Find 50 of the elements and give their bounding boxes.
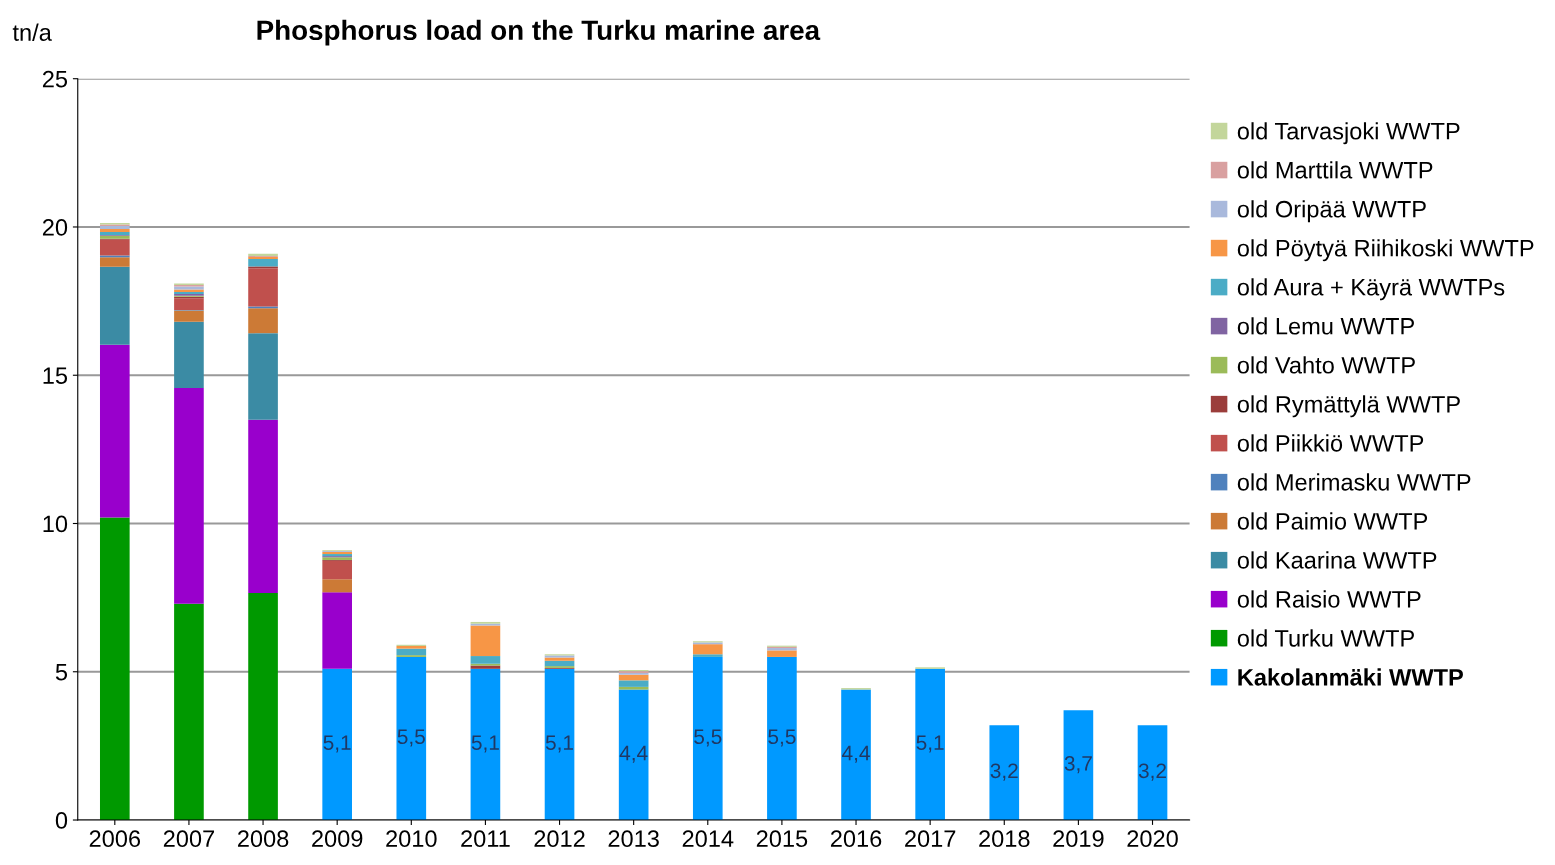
- legend-label: old Raisio WWTP: [1237, 590, 1421, 608]
- chart-title: Phosphorus load on the Turku marine area: [257, 19, 821, 46]
- y-tick-label: 10: [43, 515, 68, 533]
- legend-label: old Turku WWTP: [1237, 629, 1414, 647]
- data-label: 5,1: [471, 735, 499, 753]
- data-label: 5,5: [397, 729, 425, 747]
- x-tick-label: 2014: [682, 830, 734, 848]
- legend-label: old Paimio WWTP: [1237, 512, 1428, 530]
- y-axis-title: tn/a: [12, 23, 52, 41]
- x-tick-label: 2011: [461, 830, 510, 848]
- legend-label: old Merimasku WWTP: [1237, 473, 1471, 491]
- data-label: 3,2: [990, 763, 1018, 781]
- x-tick-label: 2009: [312, 830, 363, 848]
- x-tick-label: 2013: [608, 830, 659, 848]
- legend-label: old Lemu WWTP: [1237, 317, 1414, 335]
- legend-label: old Pöytyä Riihikoski WWTP: [1237, 239, 1534, 262]
- data-label: 3,2: [1138, 763, 1166, 781]
- y-tick-label: 25: [42, 70, 68, 88]
- x-tick-label: 2006: [89, 830, 141, 848]
- data-label: 4,4: [842, 745, 870, 763]
- y-tick-label: 15: [43, 367, 68, 385]
- data-label: 5,1: [323, 735, 351, 753]
- y-tick-label: 20: [42, 219, 68, 236]
- x-tick-label: 2016: [830, 830, 882, 848]
- legend-label: old Marttila WWTP: [1237, 161, 1433, 179]
- legend-label: old Tarvasjoki WWTP: [1237, 122, 1460, 145]
- x-tick-label: 2020: [1127, 830, 1178, 848]
- x-tick-label: 2015: [756, 830, 808, 848]
- x-tick-label: 2012: [534, 830, 585, 848]
- data-label: 5,5: [694, 729, 722, 747]
- data-label: 3,7: [1064, 756, 1092, 774]
- legend-label: old Piikkiö WWTP: [1237, 434, 1424, 452]
- x-tick-label: 2017: [905, 830, 956, 848]
- data-label: 5,5: [768, 729, 796, 747]
- legend-label: old Vahto WWTP: [1237, 356, 1415, 374]
- x-tick-label: 2010: [386, 830, 437, 848]
- legend-label: old Aura + Käyrä WWTPs: [1237, 278, 1505, 301]
- legend-label: old Kaarina WWTP: [1237, 551, 1437, 569]
- x-tick-label: 2007: [163, 830, 215, 848]
- data-label: 5,1: [545, 735, 574, 753]
- x-tick-label: 2019: [1053, 830, 1104, 848]
- data-label: 4,4: [619, 745, 648, 763]
- legend-label: Kakolanmäki WWTP: [1238, 668, 1463, 686]
- legend-label: old Oripää WWTP: [1237, 200, 1426, 223]
- x-tick-label: 2018: [979, 830, 1030, 848]
- y-tick-label: 5: [55, 664, 68, 681]
- data-label: 5,1: [916, 735, 944, 753]
- x-tick-label: 2008: [237, 830, 289, 848]
- legend-label: old Rymättylä WWTP: [1237, 395, 1460, 418]
- y-tick-label: 0: [55, 812, 68, 829]
